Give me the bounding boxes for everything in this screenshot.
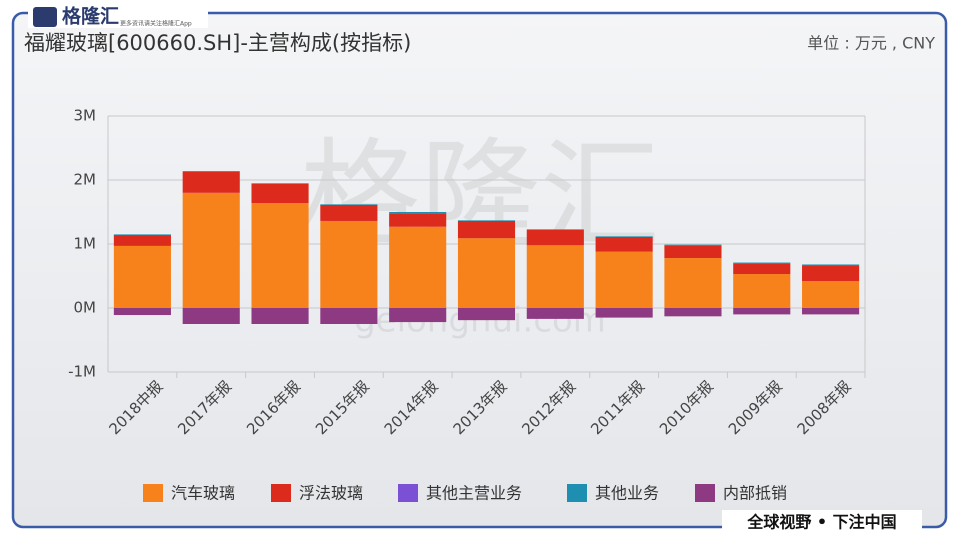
bar-segment	[664, 308, 722, 317]
legend-label: 其他业务	[595, 484, 659, 503]
bar-segment	[113, 235, 171, 246]
y-tick-label: 2M	[74, 171, 97, 189]
bar-segment	[664, 244, 722, 246]
bar-segment	[182, 171, 240, 172]
bar-segment	[320, 220, 378, 308]
legend-label: 浮法玻璃	[299, 484, 363, 503]
logo: 格隆汇	[62, 5, 119, 28]
bar-segment	[251, 203, 309, 308]
logo-icon	[33, 7, 57, 27]
bar-segment	[251, 308, 309, 324]
bar-segment	[320, 308, 378, 324]
bar-segment	[733, 308, 791, 315]
legend-label: 内部抵销	[723, 484, 787, 503]
bar-segment	[457, 238, 516, 308]
legend-label: 汽车玻璃	[171, 484, 235, 503]
footer: 全球视野 • 下注中国	[746, 513, 896, 532]
unit-note: 单位 : 万元 , CNY	[807, 34, 935, 53]
legend-swatch	[271, 484, 291, 502]
bar-segment	[113, 308, 171, 316]
bar-segment	[733, 274, 791, 308]
bar-segment	[802, 308, 860, 315]
bar-segment	[251, 183, 309, 204]
bar-segment	[457, 220, 516, 221]
bar-segment	[802, 265, 860, 282]
bar-segment	[526, 229, 584, 230]
bar-segment	[595, 236, 653, 252]
bar-segment	[526, 308, 584, 319]
legend-swatch	[143, 484, 163, 502]
bar-segment	[320, 204, 378, 205]
bar-segment	[320, 204, 378, 221]
y-tick-label: -1M	[68, 363, 96, 381]
bar-segment	[664, 258, 722, 308]
legend-label: 其他主营业务	[426, 484, 522, 503]
logo-tagline: 更多资讯请关注格隆汇App	[120, 20, 192, 28]
bar-segment	[182, 171, 240, 193]
logo-bg	[28, 4, 208, 28]
chart-title: 福耀玻璃[600660.SH]-主营构成(按指标)	[24, 31, 411, 55]
legend-swatch	[695, 484, 715, 502]
bar-segment	[733, 262, 791, 264]
footer-bg	[722, 510, 922, 536]
y-tick-label: 3M	[74, 107, 97, 125]
bar-segment	[595, 308, 653, 318]
bar-segment	[389, 213, 447, 227]
bar-segment	[389, 308, 447, 323]
bar-segment	[526, 245, 584, 308]
bar-segment	[733, 263, 791, 275]
bar-segment	[526, 229, 584, 246]
bar-segment	[389, 226, 447, 308]
bar-segment	[113, 234, 171, 236]
bar-segment	[457, 308, 516, 321]
legend-swatch	[398, 484, 418, 502]
bar-segment	[595, 236, 653, 237]
bar-segment	[251, 183, 309, 184]
legend-swatch	[567, 484, 587, 502]
bar-segment	[389, 212, 447, 214]
y-tick-label: 1M	[74, 235, 97, 253]
bar-segment	[182, 308, 240, 324]
bar-segment	[664, 245, 722, 259]
bar-segment	[802, 281, 860, 308]
bar-segment	[595, 251, 653, 308]
bar-segment	[113, 245, 171, 308]
bar-segment	[802, 264, 860, 266]
y-tick-label: 0M	[74, 299, 97, 317]
bar-segment	[457, 220, 516, 239]
bar-segment	[182, 192, 240, 308]
